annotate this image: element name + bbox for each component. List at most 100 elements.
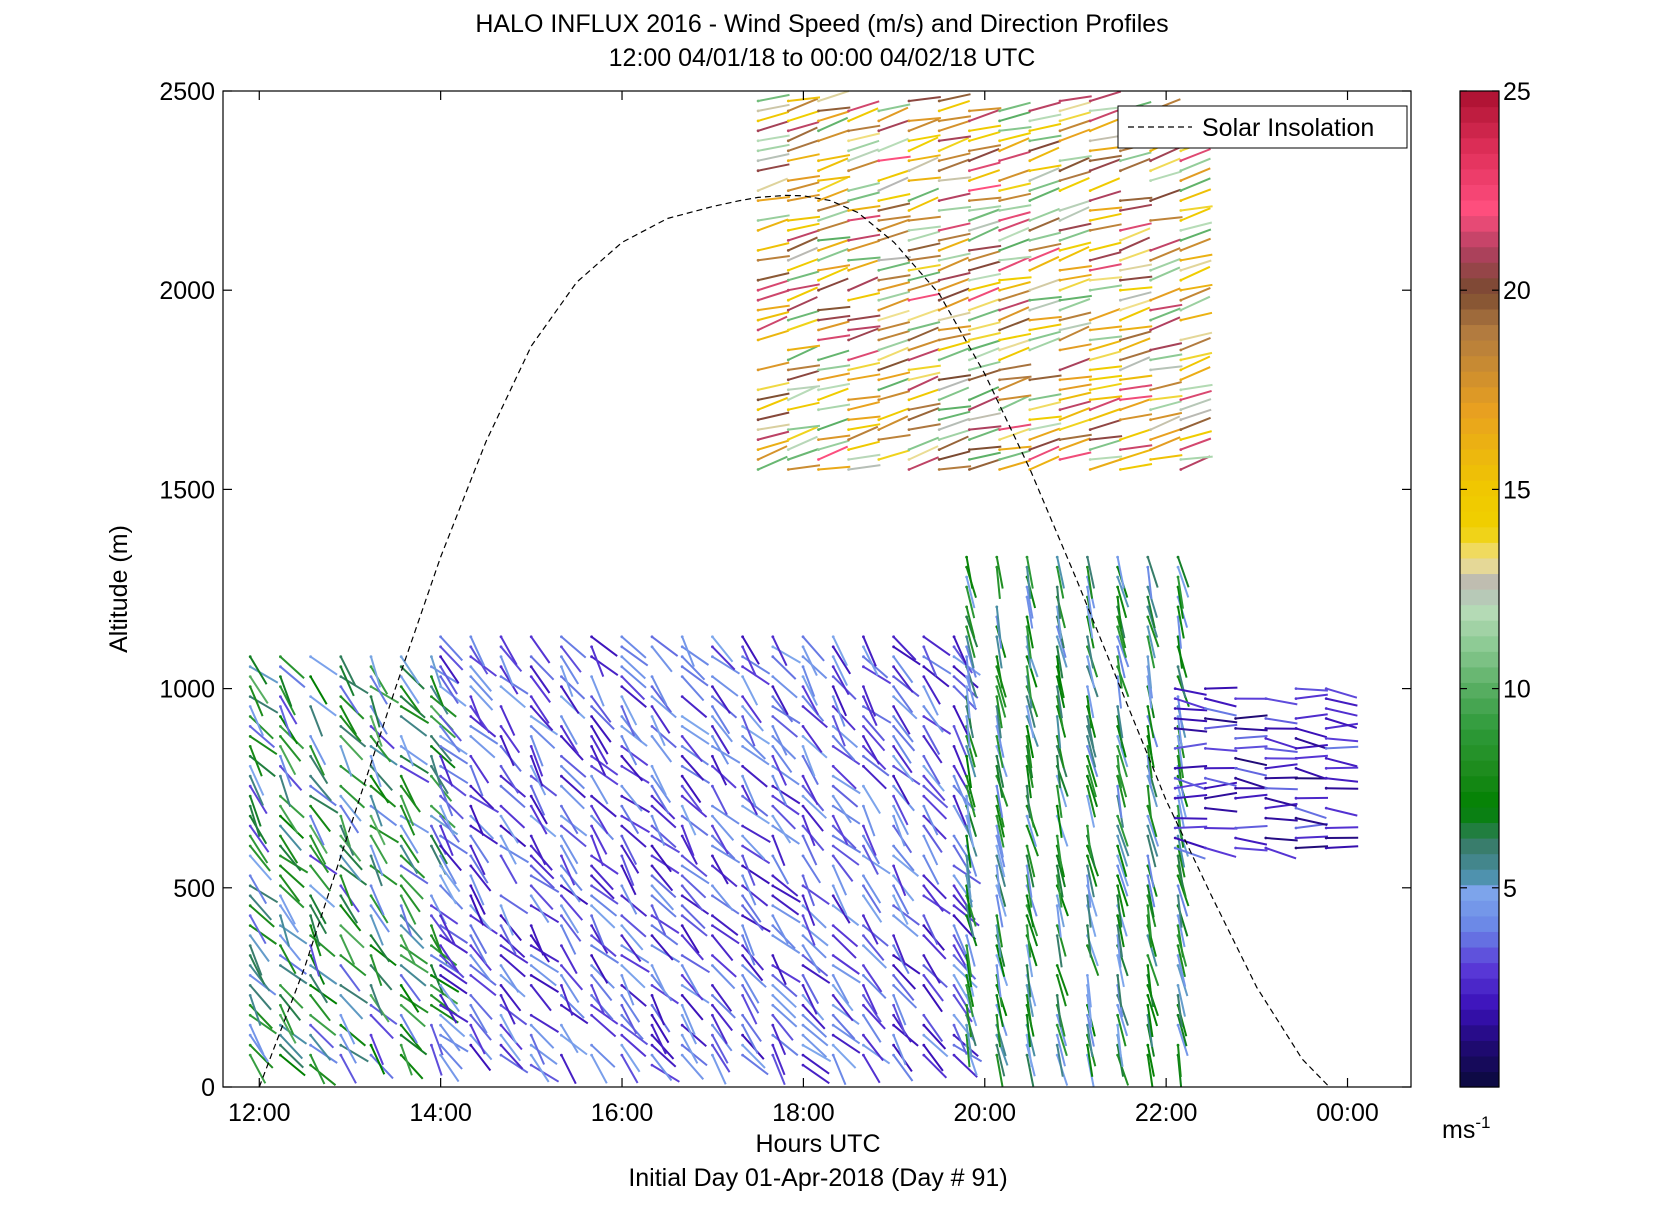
wind-vector [370, 676, 388, 705]
wind-vector [469, 1004, 488, 1034]
wind-vector [999, 226, 1030, 242]
wind-vector-origin [1028, 229, 1032, 232]
wind-vector-origin [786, 458, 790, 461]
wind-vector [500, 925, 517, 955]
wind-vector [1056, 805, 1063, 838]
wind-vector [651, 1024, 667, 1055]
wind-vector-origin [590, 794, 593, 798]
wind-vector [771, 855, 790, 885]
wind-vector-origin [711, 914, 714, 918]
wind-vector-origin [862, 804, 865, 808]
wind-vector [1180, 148, 1211, 162]
wind-vector-origin [1149, 388, 1152, 392]
wind-vector-origin [309, 695, 312, 698]
wind-vector-origin [1179, 348, 1183, 352]
wind-vector-origin [309, 894, 312, 898]
wind-vector [939, 176, 972, 182]
wind-vector [938, 377, 970, 391]
wind-vector-origin [248, 715, 252, 718]
wind-vector [922, 1044, 944, 1072]
wind-vector [560, 656, 580, 685]
wind-vector [832, 735, 856, 761]
wind-vector-origin [1055, 1043, 1059, 1047]
wind-vector-origin [741, 1043, 744, 1047]
wind-vector-origin [995, 1043, 999, 1047]
wind-vector [1090, 206, 1123, 212]
wind-vector-origin [1173, 707, 1177, 710]
wind-vector [500, 736, 515, 767]
wind-vector-origin [1294, 796, 1298, 800]
wind-vector-origin [995, 994, 999, 997]
wind-vector [741, 875, 757, 906]
wind-vector [757, 279, 789, 292]
wind-vector-origin [680, 964, 684, 967]
wind-vector-origin [786, 428, 790, 431]
wind-vector [938, 222, 971, 232]
wind-vector-origin [309, 924, 312, 927]
wind-vector-origin [309, 1013, 312, 1017]
colorbar-cell [1460, 993, 1499, 1010]
wind-vector [279, 845, 302, 872]
wind-vector-origin [469, 914, 473, 918]
wind-vector-origin [968, 378, 971, 382]
wind-vector [711, 715, 733, 743]
wind-vector [530, 715, 559, 736]
wind-vector [340, 865, 368, 886]
wind-vector-origin [847, 438, 850, 441]
wind-vector-origin [399, 665, 403, 669]
wind-vector [908, 96, 941, 102]
wind-vector-origin [892, 854, 895, 858]
wind-vector [681, 715, 710, 736]
wind-vector [1059, 433, 1092, 441]
wind-vector [309, 895, 327, 925]
wind-vector [953, 925, 968, 956]
wind-vector-origin [590, 774, 593, 778]
wind-vector [309, 974, 329, 1004]
wind-vector-origin [430, 715, 433, 718]
wind-vector-origin [439, 954, 442, 957]
wind-vector [1180, 416, 1211, 431]
wind-vector-origin [1116, 565, 1119, 569]
wind-vector-origin [1324, 756, 1328, 760]
wind-vector [923, 885, 944, 913]
wind-vector [530, 656, 555, 681]
wind-vector-origin [1149, 418, 1152, 422]
wind-vector-origin [439, 914, 442, 918]
wind-vector-origin [439, 934, 442, 937]
wind-vector [1180, 366, 1211, 381]
wind-vector [530, 636, 551, 664]
wind-vector-origin [1173, 747, 1177, 750]
wind-vector-origin [831, 705, 835, 708]
wind-vector [1180, 167, 1211, 182]
wind-vector [1120, 306, 1151, 322]
wind-vector-origin [998, 219, 1001, 222]
wind-vector [995, 855, 1007, 888]
wind-vector-origin [1058, 398, 1062, 402]
wind-vector-origin [831, 745, 835, 748]
wind-vector-origin [741, 675, 744, 678]
wind-vector-origin [817, 109, 820, 113]
wind-vector [1086, 975, 1092, 1008]
wind-vector-origin [1149, 268, 1152, 272]
wind-vector [309, 805, 331, 833]
wind-vector [922, 805, 939, 836]
wind-vector-origin [680, 864, 684, 868]
wind-vector-origin [309, 735, 312, 738]
wind-vector-origin [892, 635, 895, 639]
wind-vector [848, 159, 880, 172]
wind-vector-origin [1119, 328, 1122, 332]
wind-vector-origin [590, 1053, 593, 1057]
wind-vector [400, 924, 425, 950]
chart-title: HALO INFLUX 2016 - Wind Speed (m/s) and … [475, 10, 1168, 38]
wind-vector-origin [801, 774, 805, 778]
wind-vector [469, 935, 487, 965]
wind-vector [862, 765, 887, 790]
wind-vector [1120, 227, 1151, 242]
wind-vector [590, 1054, 608, 1084]
wind-vector-origin [279, 725, 282, 728]
wind-vector-origin [439, 774, 442, 778]
wind-vector-origin [711, 934, 714, 937]
wind-vector [939, 325, 972, 331]
wind-vector [788, 309, 820, 322]
wind-vector-origin [937, 398, 941, 402]
